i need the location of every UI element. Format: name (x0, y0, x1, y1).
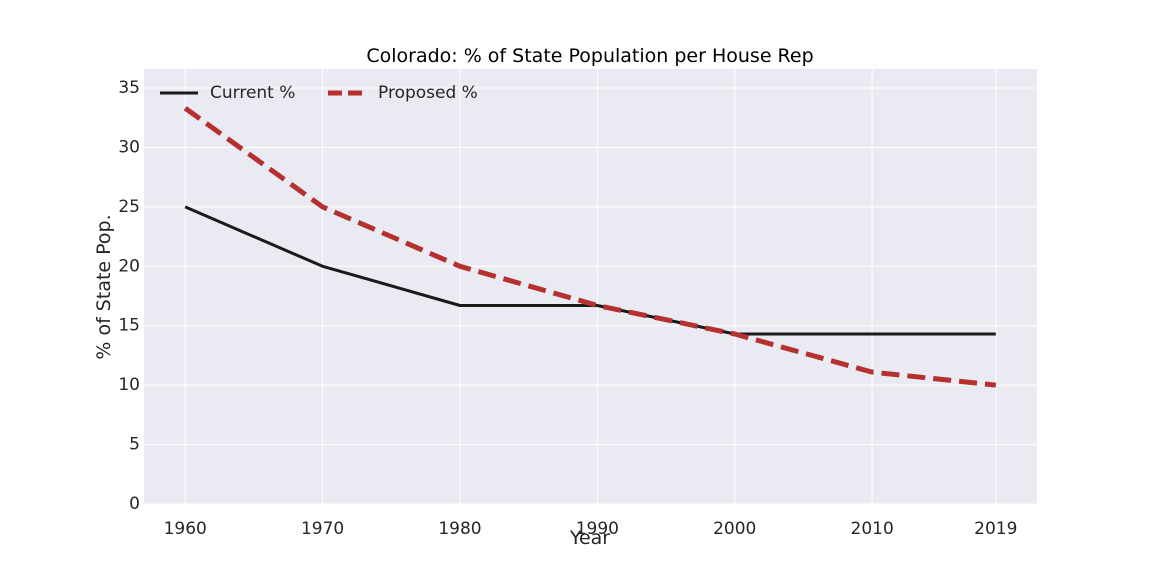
legend: Current % Proposed % (160, 83, 478, 103)
plot-area (144, 69, 1037, 504)
x-tick-label: 1990 (576, 519, 619, 539)
y-tick-label: 15 (118, 316, 140, 336)
x-tick-label: 1970 (301, 519, 344, 539)
y-tick-label: 25 (118, 197, 140, 217)
y-tick-label: 30 (118, 137, 140, 157)
legend-label: Current % (210, 83, 295, 103)
y-tick-label: 10 (118, 375, 140, 395)
y-tick-labels: 0 5 10 15 20 25 30 35 (118, 78, 140, 514)
y-tick-label: 0 (129, 494, 140, 514)
series-line-current (184, 205, 996, 336)
y-tick-label: 35 (118, 78, 140, 98)
y-tick-label: 5 (129, 435, 140, 455)
y-axis-label: % of State Pop. (93, 214, 115, 359)
series-line-proposed (183, 106, 997, 388)
series-lines (183, 106, 997, 388)
x-tick-label: 1980 (438, 519, 481, 539)
x-tick-label: 2010 (851, 519, 894, 539)
x-tick-label: 2019 (974, 519, 1017, 539)
grid-lines (144, 69, 1037, 505)
legend-label: Proposed % (378, 83, 478, 103)
chart-title: Colorado: % of State Population per Hous… (366, 45, 813, 67)
x-tick-label: 2000 (713, 519, 756, 539)
x-tick-labels: 1960 1970 1980 1990 2000 2010 2019 (164, 519, 1018, 539)
x-axis-label: Year (569, 527, 610, 549)
x-tick-label: 1960 (164, 519, 207, 539)
y-tick-label: 20 (118, 256, 140, 276)
